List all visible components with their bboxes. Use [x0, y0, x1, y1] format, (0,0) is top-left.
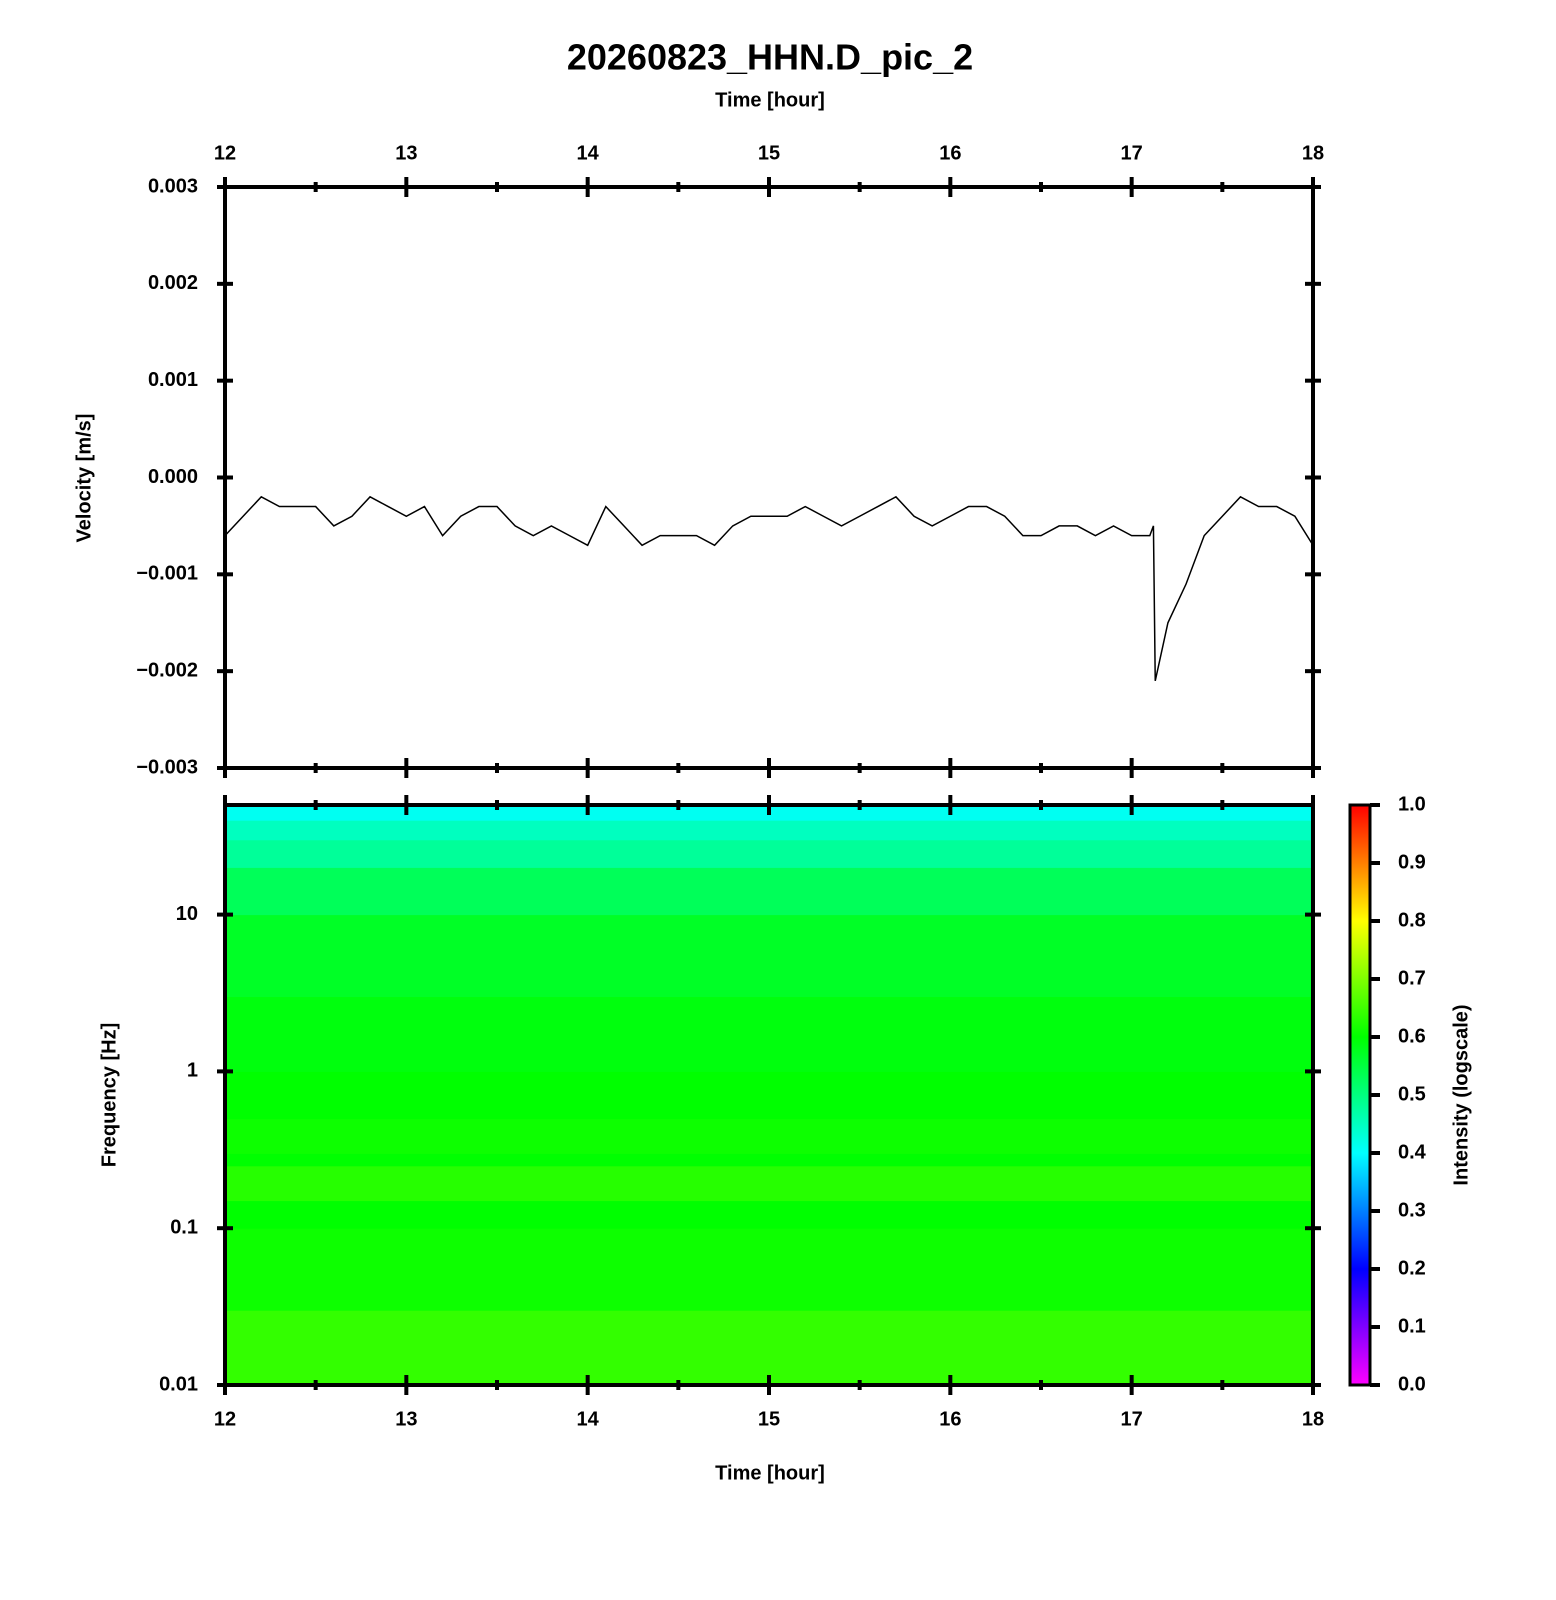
x-tick-label: 16 — [939, 1408, 961, 1430]
colorbar-tick-label: 0.6 — [1398, 1025, 1426, 1047]
colorbar-tick-label: 0.7 — [1398, 967, 1426, 989]
y-tick-label: 10 — [176, 903, 198, 925]
y-tick-label: 0.1 — [170, 1216, 198, 1238]
colorbar-label: Intensity (logscale) — [1450, 1004, 1472, 1185]
spectrogram-cell — [225, 1310, 1313, 1386]
colorbar-tick-label: 0.0 — [1398, 1373, 1426, 1395]
x-tick-label: 13 — [395, 1408, 417, 1430]
y-tick-label: −0.002 — [136, 659, 198, 681]
y-tick-label: 1 — [187, 1060, 198, 1082]
x-tick-label: 17 — [1121, 142, 1143, 164]
y-axis-label: Velocity [m/s] — [73, 414, 95, 543]
spectrogram-cell — [225, 1153, 1313, 1167]
y-tick-label: 0.002 — [148, 272, 198, 294]
x-tick-label: 18 — [1302, 1408, 1324, 1430]
spectrogram-cell — [225, 1200, 1313, 1229]
x-tick-label: 15 — [758, 142, 780, 164]
spectrogram-cell — [225, 1118, 1313, 1154]
spectrogram-cell — [225, 914, 1313, 998]
x-tick-label: 12 — [214, 1408, 236, 1430]
x-axis-label: Time [hour] — [715, 89, 825, 111]
x-tick-label: 12 — [214, 142, 236, 164]
y-tick-label: −0.001 — [136, 563, 198, 585]
y-tick-label: 0.003 — [148, 175, 198, 197]
spectrogram-cell — [225, 1165, 1313, 1202]
y-tick-label: 0.001 — [148, 369, 198, 391]
x-tick-label: 14 — [577, 142, 600, 164]
x-tick-label: 13 — [395, 142, 417, 164]
y-tick-label: 0.01 — [159, 1373, 198, 1395]
colorbar-tick-label: 0.1 — [1398, 1315, 1426, 1337]
spectrogram-cell — [225, 1228, 1313, 1311]
colorbar-tick-label: 0.2 — [1398, 1257, 1426, 1279]
colorbar-tick-label: 0.5 — [1398, 1083, 1426, 1105]
spectrogram-cell — [225, 996, 1313, 1072]
spectrogram-cell — [225, 839, 1313, 868]
y-tick-label: −0.003 — [136, 756, 198, 778]
colorbar-tick-label: 0.4 — [1398, 1141, 1427, 1163]
chart-title: 20260823_HHN.D_pic_2 — [567, 37, 973, 78]
colorbar-tick-label: 0.8 — [1398, 909, 1426, 931]
colorbar-tick-label: 0.9 — [1398, 851, 1426, 873]
colorbar-tick-label: 0.3 — [1398, 1199, 1426, 1221]
colorbar-tick-label: 1.0 — [1398, 793, 1426, 815]
x-tick-label: 17 — [1121, 1408, 1143, 1430]
x-tick-label: 15 — [758, 1408, 780, 1430]
plot-frame — [223, 803, 1315, 1387]
x-tick-label: 14 — [577, 1408, 600, 1430]
x-tick-label: 18 — [1302, 142, 1324, 164]
y-axis-label: Frequency [Hz] — [98, 1023, 120, 1167]
spectrogram-cell — [225, 820, 1313, 841]
spectrogram-cell — [225, 867, 1313, 916]
velocity-trace — [224, 495, 1314, 682]
colorbar — [1348, 803, 1372, 1387]
plot-frame — [223, 185, 1315, 770]
y-tick-label: 0.000 — [148, 466, 198, 488]
x-tick-label: 16 — [939, 142, 961, 164]
spectrogram-cell — [225, 1071, 1313, 1120]
x-axis-label: Time [hour] — [715, 1462, 825, 1484]
